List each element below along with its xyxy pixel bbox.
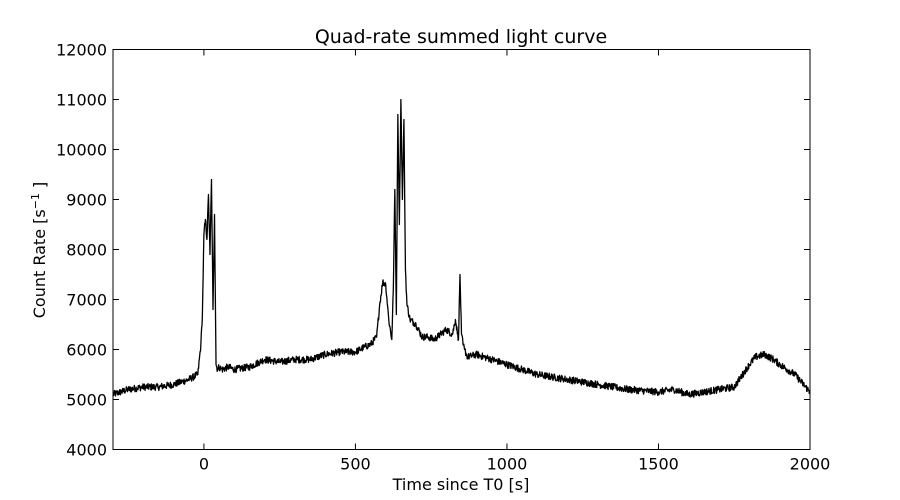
y-tick-label: 6000 — [66, 341, 107, 360]
y-axis-label: Count Rate [s−1 ] — [29, 182, 49, 319]
x-tick-label: 2000 — [790, 455, 831, 474]
y-tick-label: 11000 — [56, 91, 107, 110]
x-tick-label: 1000 — [487, 455, 528, 474]
y-tick-label: 7000 — [66, 291, 107, 310]
x-tick-label: 1500 — [638, 455, 679, 474]
series-group — [112, 98, 811, 398]
y-axis-label-superscript: −1 — [29, 193, 42, 209]
y-axis-label-end: ] — [30, 182, 49, 193]
chart-title: Quad-rate summed light curve — [315, 26, 607, 48]
y-tick-label: 8000 — [66, 241, 107, 260]
x-axis: 0 500 1000 1500 2000 — [199, 49, 831, 474]
series-line — [112, 98, 811, 398]
x-tick-label: 0 — [199, 455, 209, 474]
y-tick-label: 9000 — [66, 191, 107, 210]
y-tick-label: 5000 — [66, 391, 107, 410]
x-axis-label: Time since T0 [s] — [392, 475, 530, 494]
y-tick-label: 12000 — [56, 41, 107, 60]
y-axis-label-main: Count Rate [s — [30, 209, 49, 318]
x-tick-label: 500 — [340, 455, 371, 474]
y-axis: 4000 5000 6000 7000 8000 9000 10000 11000 12000 — [56, 41, 810, 460]
y-tick-label: 10000 — [56, 141, 107, 160]
y-tick-label: 4000 — [66, 441, 107, 460]
